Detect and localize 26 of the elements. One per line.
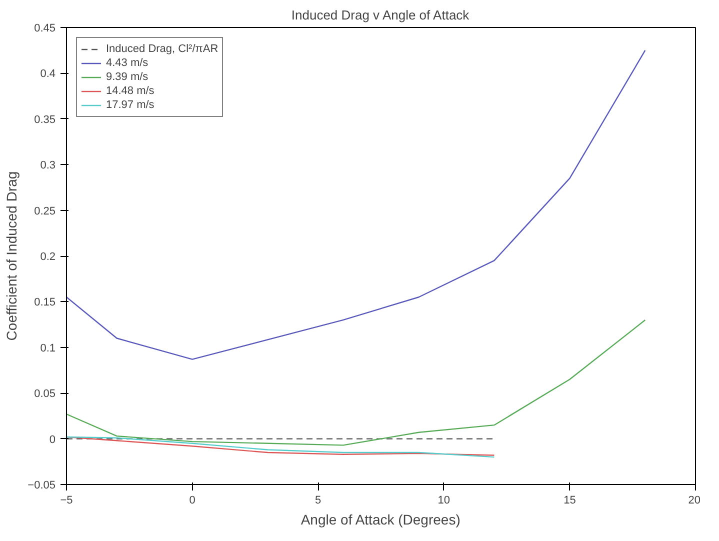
x-tick-label: −5 — [60, 494, 73, 506]
legend-label: 17.97 m/s — [106, 98, 154, 112]
legend-label: Induced Drag, Cl²/πAR — [106, 42, 218, 56]
y-tick-label: 0.3 — [40, 160, 56, 172]
y-tick-label: 0.05 — [34, 388, 56, 400]
legend-label: 14.48 m/s — [106, 84, 154, 98]
y-tick-label: 0.2 — [40, 251, 56, 263]
legend-label: 9.39 m/s — [106, 70, 148, 84]
x-axis-title: Angle of Attack (Degrees) — [300, 512, 460, 528]
legend-label: 4.43 m/s — [106, 56, 148, 70]
y-tick-label: 0.15 — [34, 296, 56, 309]
x-tick-label: 5 — [315, 494, 322, 506]
y-tick-label: −0.05 — [28, 480, 56, 492]
x-tick-label: 10 — [438, 494, 450, 506]
y-tick-label: 0.35 — [34, 114, 56, 126]
chart-title: Induced Drag v Angle of Attack — [291, 8, 470, 22]
y-tick-label: 0.25 — [34, 205, 56, 218]
y-tick-label: 0.45 — [34, 22, 56, 34]
y-tick-label: 0.4 — [40, 68, 56, 80]
x-tick-label: 0 — [189, 494, 196, 506]
y-axis-title: Coefficient of Induced Drag — [4, 171, 20, 341]
x-tick-label: 20 — [688, 494, 701, 506]
line-series — [66, 319, 646, 446]
y-tick-label: 0.1 — [40, 342, 56, 354]
x-tick-label: 15 — [564, 494, 576, 506]
y-tick-label: 0 — [49, 434, 56, 446]
